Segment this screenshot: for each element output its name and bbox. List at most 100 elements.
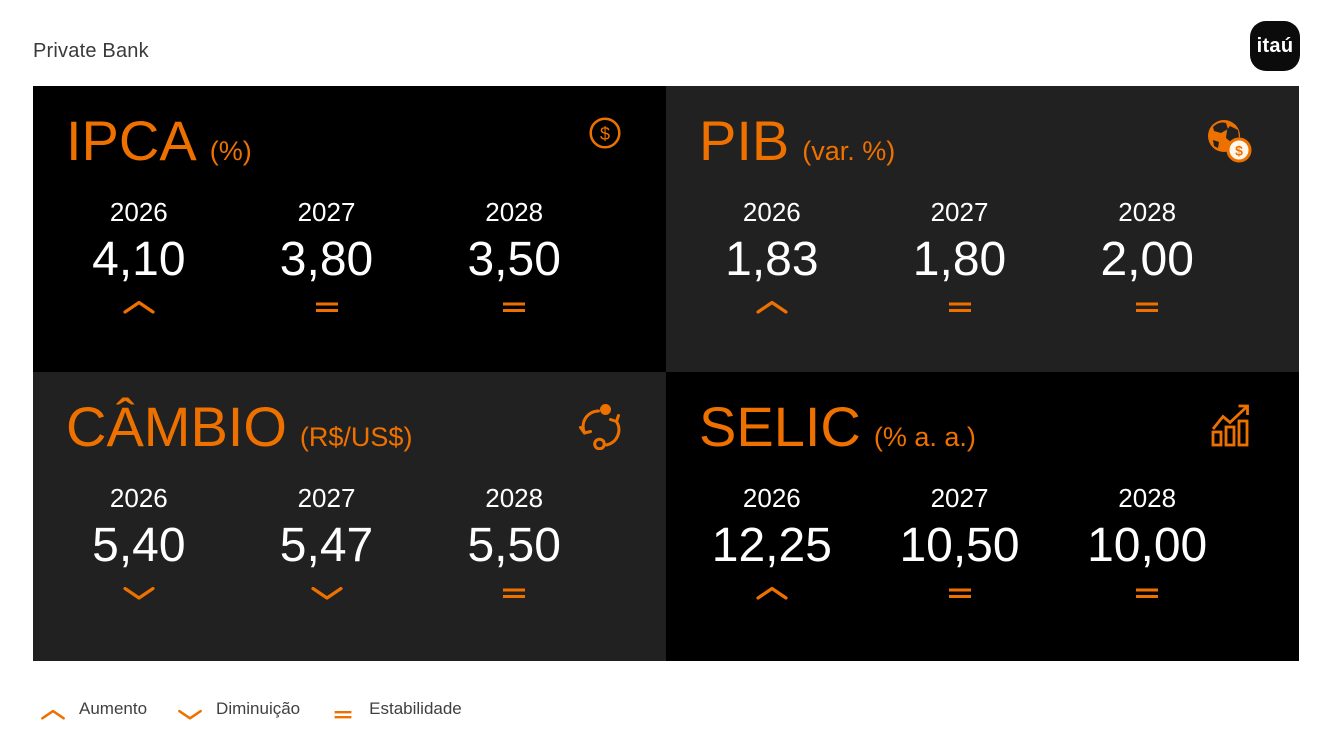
- bar-chart-up-icon: [1209, 402, 1255, 453]
- trend-equal-icon: [330, 705, 356, 723]
- selic-col-2028: 2028 10,00: [1053, 482, 1241, 602]
- year-label: 2027: [930, 483, 989, 513]
- card-selic-values: 2026 12,25 2027 10,50 2028 10,00: [666, 482, 1299, 602]
- year-label: 2027: [297, 483, 356, 513]
- trend-equal-icon: [1136, 302, 1159, 312]
- legend: Aumento Diminuição Estabilidade: [40, 695, 462, 723]
- itau-logo-text: itaú: [1256, 34, 1294, 57]
- year-label: 2027: [930, 197, 989, 227]
- trend-up-icon: [40, 705, 66, 723]
- svg-text:$: $: [1235, 143, 1243, 159]
- trend-indicator: [420, 298, 608, 316]
- trend-indicator: [233, 298, 421, 316]
- trend-indicator: [866, 584, 1054, 602]
- selic-col-2026: 2026 12,25: [678, 482, 866, 602]
- value-label: 1,80: [912, 233, 1007, 286]
- trend-equal-icon: [503, 302, 526, 312]
- year-label: 2028: [1118, 197, 1177, 227]
- value-label: 5,50: [467, 519, 561, 572]
- year-label: 2026: [742, 197, 801, 227]
- card-selic-header: SELIC (% a. a.): [699, 398, 1255, 460]
- year-label: 2027: [297, 197, 356, 227]
- itau-logo: itaú: [1250, 21, 1300, 71]
- trend-indicator: [678, 584, 866, 602]
- card-cambio-values: 2026 5,40 2027 5,47 2028 5,50: [33, 482, 666, 602]
- value-label: 1,83: [725, 233, 819, 286]
- pib-col-2028: 2028 2,00: [1053, 196, 1241, 316]
- card-pib: PIB (var. %) $ 2026 1: [666, 86, 1299, 372]
- trend-equal-icon: [334, 710, 352, 718]
- card-pib-unit: (var. %): [802, 136, 896, 166]
- card-pib-title: PIB: [699, 109, 790, 172]
- trend-up-icon: [123, 300, 155, 314]
- card-cambio-unit: (R$/US$): [299, 422, 413, 452]
- svg-text:$: $: [600, 124, 610, 144]
- value-label: 10,50: [899, 519, 1020, 572]
- legend-item-estabilidade: Estabilidade: [330, 695, 462, 723]
- card-pib-header: PIB (var. %) $: [699, 112, 1255, 174]
- legend-label: Estabilidade: [369, 699, 462, 718]
- value-label: 12,25: [711, 519, 832, 572]
- legend-label: Aumento: [79, 699, 148, 718]
- trend-indicator: [420, 584, 608, 602]
- trend-equal-icon: [503, 588, 526, 598]
- trend-down-icon: [123, 586, 155, 600]
- value-label: 5,40: [92, 519, 186, 572]
- card-ipca-header: IPCA (%) $: [66, 112, 622, 174]
- trend-down-icon: [310, 586, 343, 600]
- trend-down-icon: [178, 709, 202, 720]
- legend-label: Diminuição: [216, 699, 301, 718]
- trend-equal-icon: [948, 302, 971, 312]
- pib-col-2027: 2027 1,80: [866, 196, 1054, 316]
- trend-indicator: [678, 298, 866, 316]
- value-label: 2,00: [1100, 233, 1194, 286]
- card-cambio: CÂMBIO (R$/US$): [33, 372, 666, 661]
- card-ipca-values: 2026 4,10 2027 3,80 2028 3,50: [33, 196, 666, 316]
- dollar-circle-icon: $: [588, 116, 622, 155]
- currency-exchange-icon: [576, 402, 622, 455]
- card-selic-unit: (% a. a.): [873, 422, 976, 452]
- cambio-col-2028: 2028 5,50: [420, 482, 608, 602]
- value-label: 3,80: [279, 233, 374, 286]
- card-pib-values: 2026 1,83 2027 1,80 2028 2,00: [666, 196, 1299, 316]
- trend-equal-icon: [315, 302, 338, 312]
- trend-equal-icon: [948, 588, 971, 598]
- trend-up-icon: [756, 586, 788, 600]
- trend-indicator: [1053, 298, 1241, 316]
- year-label: 2026: [742, 483, 801, 513]
- legend-item-diminuicao: Diminuição: [177, 695, 300, 723]
- card-cambio-title: CÂMBIO: [66, 395, 287, 458]
- trend-down-icon: [177, 705, 203, 723]
- year-label: 2026: [109, 197, 168, 227]
- ipca-col-2026: 2026 4,10: [45, 196, 233, 316]
- cambio-col-2027: 2027 5,47: [233, 482, 421, 602]
- card-cambio-header: CÂMBIO (R$/US$): [66, 398, 622, 460]
- cambio-col-2026: 2026 5,40: [45, 482, 233, 602]
- trend-indicator: [866, 298, 1054, 316]
- selic-col-2027: 2027 10,50: [866, 482, 1054, 602]
- ipca-col-2028: 2028 3,50: [420, 196, 608, 316]
- card-ipca: IPCA (%) $ 2026 4,10 2027: [33, 86, 666, 372]
- value-label: 10,00: [1087, 519, 1208, 572]
- year-label: 2028: [485, 197, 544, 227]
- globe-dollar-icon: $: [1203, 116, 1255, 173]
- trend-indicator: [45, 298, 233, 316]
- year-label: 2026: [109, 483, 168, 513]
- trend-indicator: [45, 584, 233, 602]
- card-ipca-title: IPCA: [66, 109, 197, 172]
- trend-up-icon: [756, 300, 788, 314]
- brand-label: Private Bank: [33, 40, 149, 62]
- legend-item-aumento: Aumento: [40, 695, 147, 723]
- trend-equal-icon: [1136, 588, 1159, 598]
- pib-col-2026: 2026 1,83: [678, 196, 866, 316]
- value-label: 4,10: [92, 233, 186, 286]
- card-selic-title: SELIC: [699, 395, 861, 458]
- card-ipca-unit: (%): [209, 136, 252, 166]
- value-label: 5,47: [279, 519, 374, 572]
- ipca-col-2027: 2027 3,80: [233, 196, 421, 316]
- year-label: 2028: [485, 483, 544, 513]
- indicators-dashboard: IPCA (%) $ 2026 4,10 2027: [33, 86, 1299, 661]
- year-label: 2028: [1118, 483, 1177, 513]
- card-selic: SELIC (% a. a.) 2026 12,25: [666, 372, 1299, 661]
